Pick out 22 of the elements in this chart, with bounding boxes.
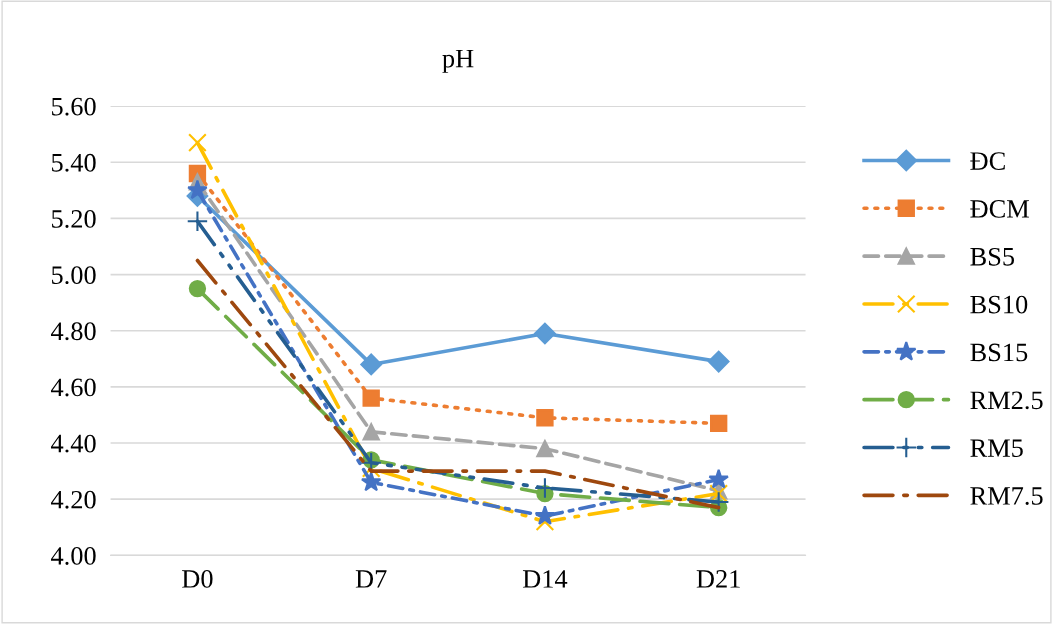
x-tick-label: D14: [522, 570, 568, 588]
y-tick-label: 5.40: [52, 153, 96, 172]
y-tick-label: 5.20: [52, 210, 96, 228]
legend-label: RM2.5: [970, 391, 1043, 410]
y-tick-label: 4.60: [51, 378, 96, 397]
y-tick-label: 4.00: [51, 546, 96, 565]
legend-label: RM5: [970, 439, 1023, 458]
x-tick-label: D0: [182, 570, 213, 588]
chart-title: pH: [442, 49, 474, 73]
legend-label: ĐCM: [970, 200, 1029, 218]
y-tick-label: 5.60: [52, 97, 96, 116]
legend-label: BS5: [970, 247, 1015, 266]
y-tick-label: 4.20: [51, 490, 96, 509]
legend-label: BS15: [970, 343, 1028, 362]
y-tick-label: 4.80: [51, 322, 96, 341]
legend-label: RM7.5: [970, 487, 1043, 505]
x-tick-label: D7: [355, 570, 387, 588]
y-tick-label: 5.00: [52, 266, 96, 285]
legend-label: BS10: [970, 295, 1028, 314]
legend-label: ĐC: [970, 152, 1005, 170]
y-tick-label: 4.40: [51, 434, 96, 453]
x-tick-label: D21: [696, 570, 740, 588]
